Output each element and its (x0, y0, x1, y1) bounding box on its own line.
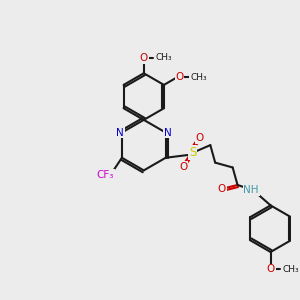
Text: O: O (266, 265, 275, 275)
Text: N: N (116, 128, 124, 137)
Text: O: O (176, 72, 184, 82)
Text: O: O (218, 184, 226, 194)
Text: CH₃: CH₃ (190, 73, 207, 82)
Text: O: O (140, 53, 148, 63)
Text: O: O (179, 161, 187, 172)
Text: O: O (196, 133, 204, 143)
Text: CH₃: CH₃ (155, 53, 172, 62)
Text: CF₃: CF₃ (97, 170, 114, 180)
Text: CH₃: CH₃ (282, 265, 299, 274)
Text: NH: NH (243, 185, 259, 195)
Text: S: S (189, 146, 197, 159)
Text: N: N (164, 128, 172, 137)
